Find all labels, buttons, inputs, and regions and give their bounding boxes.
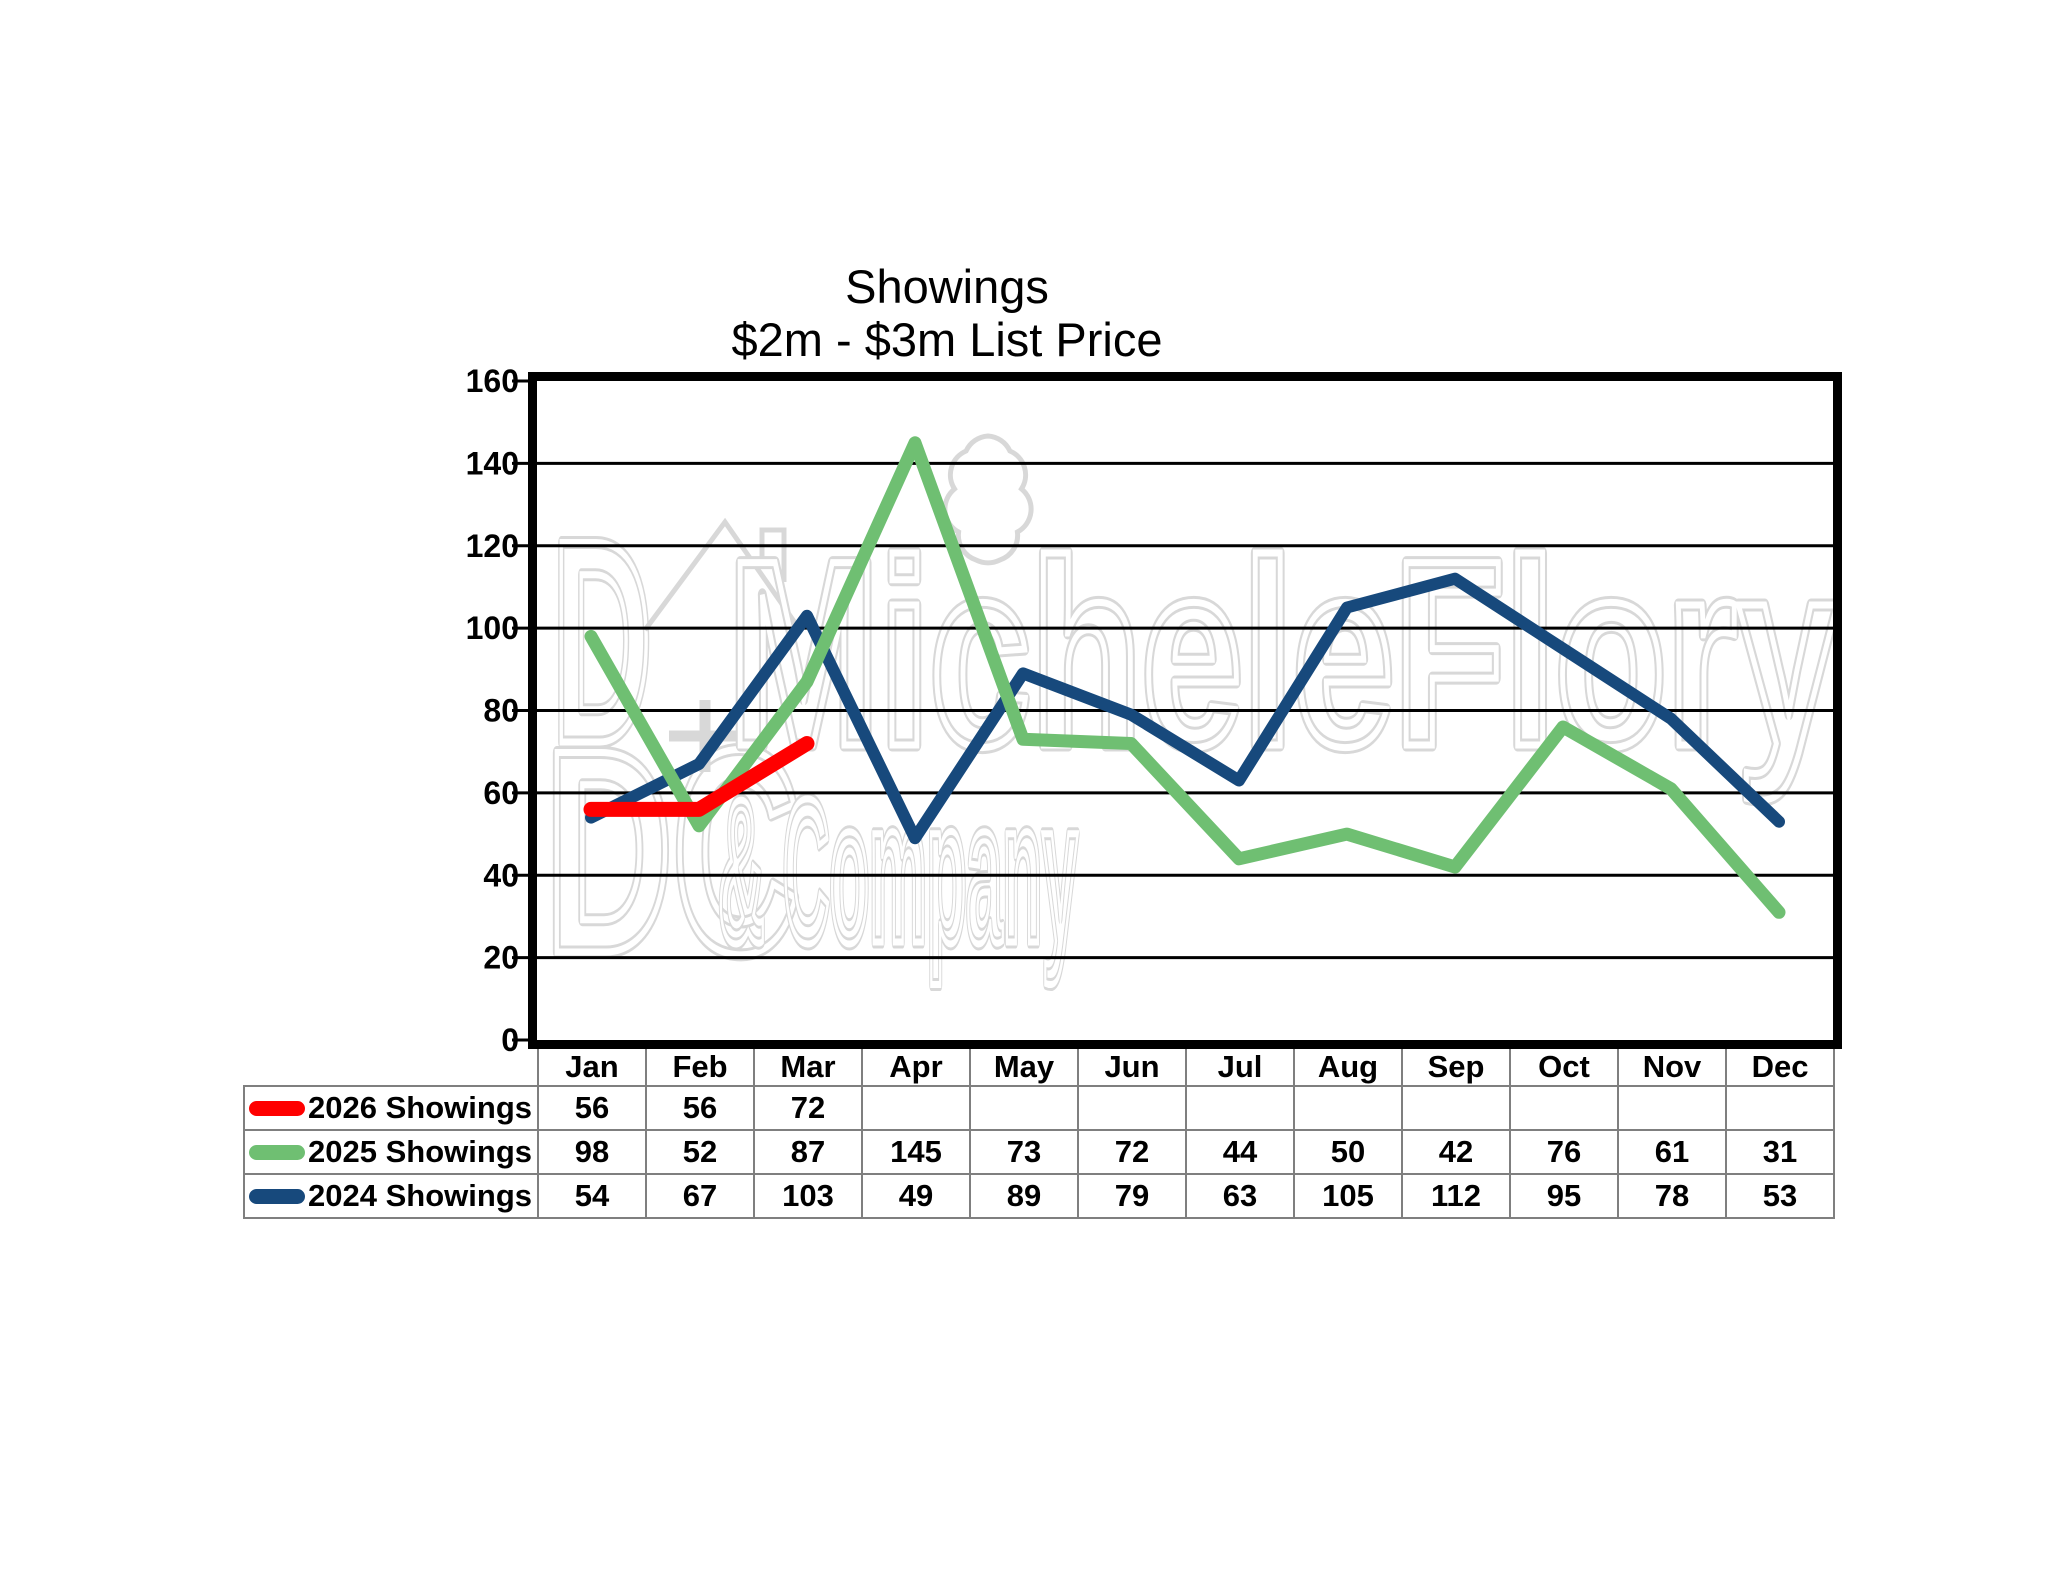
chart-title: Showings (845, 260, 1049, 313)
value-cell: 67 (645, 1173, 755, 1219)
table-corner-cell (244, 1049, 538, 1086)
series-line-2026 (583, 736, 815, 817)
value-cell: 72 (1077, 1129, 1187, 1175)
y-axis-label: 80 (483, 693, 519, 729)
table-row: 2025 Showings 98 52 87 145 73 72 44 50 42 76 61 31 (243, 1129, 1835, 1175)
legend-marker-2024 (249, 1188, 305, 1204)
y-axis-label: 0 (501, 1022, 519, 1058)
y-axis-label: 40 (483, 857, 519, 893)
series-line-2025 (584, 436, 1786, 919)
legend-cell: 2024 Showings (243, 1173, 539, 1219)
legend-marker-2026 (249, 1100, 305, 1116)
month-header-cell: Jan (537, 1049, 647, 1087)
value-cell: 54 (537, 1173, 647, 1219)
value-cell: 103 (753, 1173, 863, 1219)
legend-label: 2025 Showings (308, 1134, 532, 1169)
table-row: 2026 Showings 56 56 72 (243, 1085, 1835, 1131)
table-row: 2024 Showings 54 67 103 49 89 79 63 105 112 95 78 53 (243, 1173, 1835, 1219)
value-cell (861, 1085, 971, 1131)
value-cell (1509, 1085, 1619, 1131)
month-header-cell: Nov (1617, 1049, 1727, 1087)
legend-label: 2026 Showings (308, 1090, 532, 1125)
value-cell: 79 (1077, 1173, 1187, 1219)
value-cell: 76 (1509, 1129, 1619, 1175)
value-cell: 112 (1401, 1173, 1511, 1219)
value-cell: 89 (969, 1173, 1079, 1219)
value-cell: 50 (1293, 1129, 1403, 1175)
value-cell: 52 (645, 1129, 755, 1175)
legend-label: 2024 Showings (308, 1178, 532, 1213)
value-cell: 95 (1509, 1173, 1619, 1219)
value-cell (1617, 1085, 1727, 1131)
y-axis-label: 120 (466, 528, 519, 564)
legend-marker-2025 (249, 1144, 305, 1160)
series-line-2024 (585, 572, 1785, 845)
month-header-cell: Jul (1185, 1049, 1295, 1087)
value-cell: 56 (645, 1085, 755, 1131)
chart-subtitle: $2m - $3m List Price (731, 313, 1163, 366)
value-cell: 56 (537, 1085, 647, 1131)
month-header-cell: May (969, 1049, 1079, 1087)
value-cell: 87 (753, 1129, 863, 1175)
value-cell: 98 (537, 1129, 647, 1175)
month-header-cell: Oct (1509, 1049, 1619, 1087)
value-cell: 145 (861, 1129, 971, 1175)
value-cell: 78 (1617, 1173, 1727, 1219)
month-header-cell: Apr (861, 1049, 971, 1087)
value-cell (969, 1085, 1079, 1131)
y-axis-label: 20 (483, 940, 519, 976)
month-header-cell: Jun (1077, 1049, 1187, 1087)
value-cell: 31 (1725, 1129, 1835, 1175)
y-axis-label: 140 (466, 445, 519, 481)
chart-title-block: Showings $2m - $3m List Price (732, 260, 1163, 366)
month-header-cell: Sep (1401, 1049, 1511, 1087)
month-header-cell: Mar (753, 1049, 863, 1087)
value-cell (1185, 1085, 1295, 1131)
value-cell: 73 (969, 1129, 1079, 1175)
month-header-cell: Feb (645, 1049, 755, 1087)
value-cell: 49 (861, 1173, 971, 1219)
value-cell (1725, 1085, 1835, 1131)
legend-cell: 2026 Showings (243, 1085, 539, 1131)
value-cell (1077, 1085, 1187, 1131)
legend-cell: 2025 Showings (243, 1129, 539, 1175)
value-cell: 53 (1725, 1173, 1835, 1219)
month-header-cell: Aug (1293, 1049, 1403, 1087)
value-cell: 63 (1185, 1173, 1295, 1219)
value-cell: 42 (1401, 1129, 1511, 1175)
value-cell (1293, 1085, 1403, 1131)
data-table: Jan Feb Mar Apr May Jun Jul Aug Sep Oct Nov Dec 2026… (243, 1049, 1835, 1219)
value-cell: 44 (1185, 1129, 1295, 1175)
y-axis-label: 160 (466, 363, 519, 399)
value-cell: 61 (1617, 1129, 1727, 1175)
value-cell: 72 (753, 1085, 863, 1131)
y-axis-label: 100 (466, 610, 519, 646)
watermark-line1: MicheleFlory (728, 506, 1839, 803)
watermark-logo-top: D (552, 480, 652, 804)
plot-frame (528, 372, 1842, 1049)
value-cell (1401, 1085, 1511, 1131)
month-header-cell: Dec (1725, 1049, 1835, 1087)
svg-text:MicheleFlory: MicheleFlory (728, 506, 1839, 803)
y-axis-label: 60 (483, 775, 519, 811)
svg-text:D: D (552, 480, 652, 804)
watermark-leaf-icon (942, 433, 1034, 566)
value-cell: 105 (1293, 1173, 1403, 1219)
